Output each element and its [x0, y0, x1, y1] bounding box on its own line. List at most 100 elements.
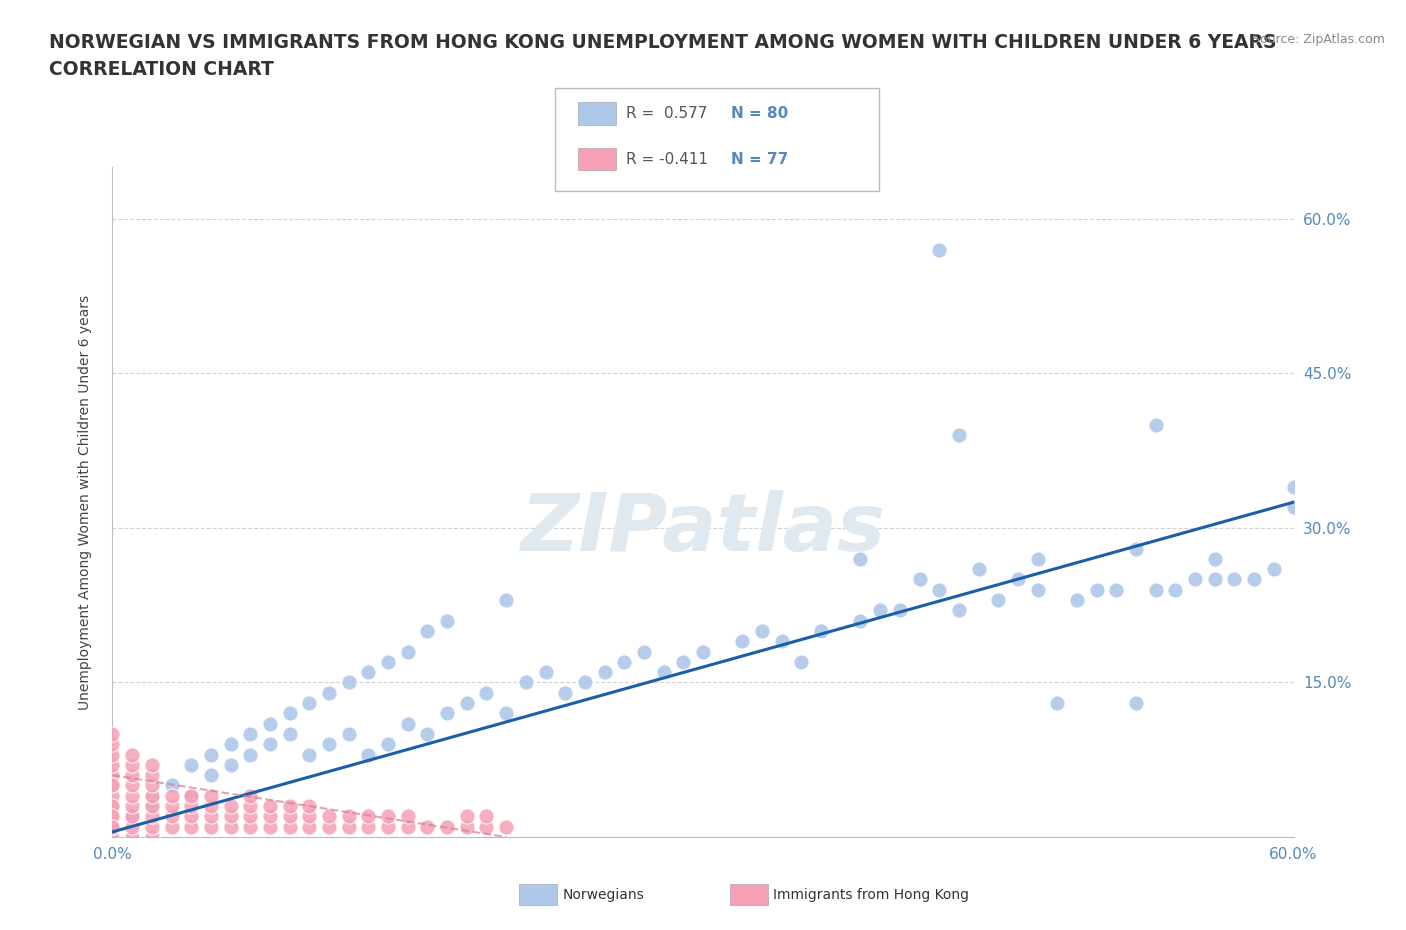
Point: [456, 696, 478, 711]
Point: [672, 655, 695, 670]
Point: [180, 757, 202, 772]
Point: [219, 819, 242, 834]
Point: [396, 809, 419, 824]
Text: Source: ZipAtlas.com: Source: ZipAtlas.com: [1251, 33, 1385, 46]
Point: [987, 592, 1010, 607]
Point: [869, 603, 891, 618]
Point: [1046, 696, 1069, 711]
Point: [652, 665, 675, 680]
Point: [101, 757, 124, 772]
Point: [200, 747, 222, 762]
Point: [396, 644, 419, 659]
Point: [278, 726, 301, 741]
Point: [731, 634, 754, 649]
Point: [278, 799, 301, 814]
Point: [1085, 582, 1108, 597]
Point: [495, 819, 517, 834]
Text: ZIPatlas: ZIPatlas: [520, 490, 886, 568]
Point: [259, 737, 281, 751]
Point: [239, 819, 262, 834]
Point: [475, 819, 498, 834]
Point: [101, 799, 124, 814]
Point: [534, 665, 557, 680]
Point: [436, 819, 458, 834]
Point: [357, 747, 380, 762]
Point: [633, 644, 655, 659]
Point: [160, 809, 183, 824]
Point: [1144, 418, 1167, 432]
Point: [613, 655, 636, 670]
Point: [554, 685, 576, 700]
Point: [180, 789, 202, 804]
Point: [396, 819, 419, 834]
Point: [318, 819, 340, 834]
Point: [278, 706, 301, 721]
Point: [928, 582, 950, 597]
Point: [101, 778, 124, 793]
Point: [219, 757, 242, 772]
Point: [357, 665, 380, 680]
Point: [259, 809, 281, 824]
Point: [141, 789, 163, 804]
Text: R =  0.577: R = 0.577: [626, 106, 707, 121]
Point: [456, 819, 478, 834]
Point: [200, 789, 222, 804]
Point: [456, 809, 478, 824]
Point: [101, 819, 124, 834]
Point: [475, 809, 498, 824]
Point: [1026, 551, 1049, 566]
Point: [101, 809, 124, 824]
Text: CORRELATION CHART: CORRELATION CHART: [49, 60, 274, 79]
Point: [121, 757, 143, 772]
Point: [160, 799, 183, 814]
Point: [416, 623, 439, 638]
Point: [1223, 572, 1246, 587]
Point: [751, 623, 773, 638]
Text: R = -0.411: R = -0.411: [626, 152, 707, 166]
Y-axis label: Unemployment Among Women with Children Under 6 years: Unemployment Among Women with Children U…: [77, 295, 91, 710]
Point: [337, 675, 360, 690]
Point: [889, 603, 911, 618]
Point: [908, 572, 931, 587]
Point: [475, 685, 498, 700]
Point: [200, 819, 222, 834]
Text: NORWEGIAN VS IMMIGRANTS FROM HONG KONG UNEMPLOYMENT AMONG WOMEN WITH CHILDREN UN: NORWEGIAN VS IMMIGRANTS FROM HONG KONG U…: [49, 33, 1277, 51]
Point: [101, 726, 124, 741]
Point: [1007, 572, 1029, 587]
Point: [948, 603, 970, 618]
Point: [1243, 572, 1265, 587]
Point: [377, 655, 399, 670]
Point: [849, 613, 872, 628]
Point: [416, 726, 439, 741]
Point: [298, 799, 321, 814]
Point: [377, 819, 399, 834]
Point: [160, 819, 183, 834]
Point: [770, 634, 793, 649]
Point: [278, 819, 301, 834]
Point: [219, 799, 242, 814]
Point: [180, 819, 202, 834]
Point: [219, 737, 242, 751]
Point: [1282, 479, 1305, 494]
Point: [377, 737, 399, 751]
Point: [101, 737, 124, 751]
Point: [101, 778, 124, 793]
Point: [141, 799, 163, 814]
Point: [141, 809, 163, 824]
Point: [160, 778, 183, 793]
Point: [101, 747, 124, 762]
Point: [1184, 572, 1206, 587]
Point: [121, 809, 143, 824]
Point: [849, 551, 872, 566]
Point: [121, 789, 143, 804]
Point: [239, 747, 262, 762]
Point: [495, 592, 517, 607]
Point: [121, 768, 143, 783]
Point: [1204, 572, 1226, 587]
Point: [239, 789, 262, 804]
Point: [948, 428, 970, 443]
Point: [416, 819, 439, 834]
Point: [141, 819, 163, 834]
Point: [259, 799, 281, 814]
Point: [121, 747, 143, 762]
